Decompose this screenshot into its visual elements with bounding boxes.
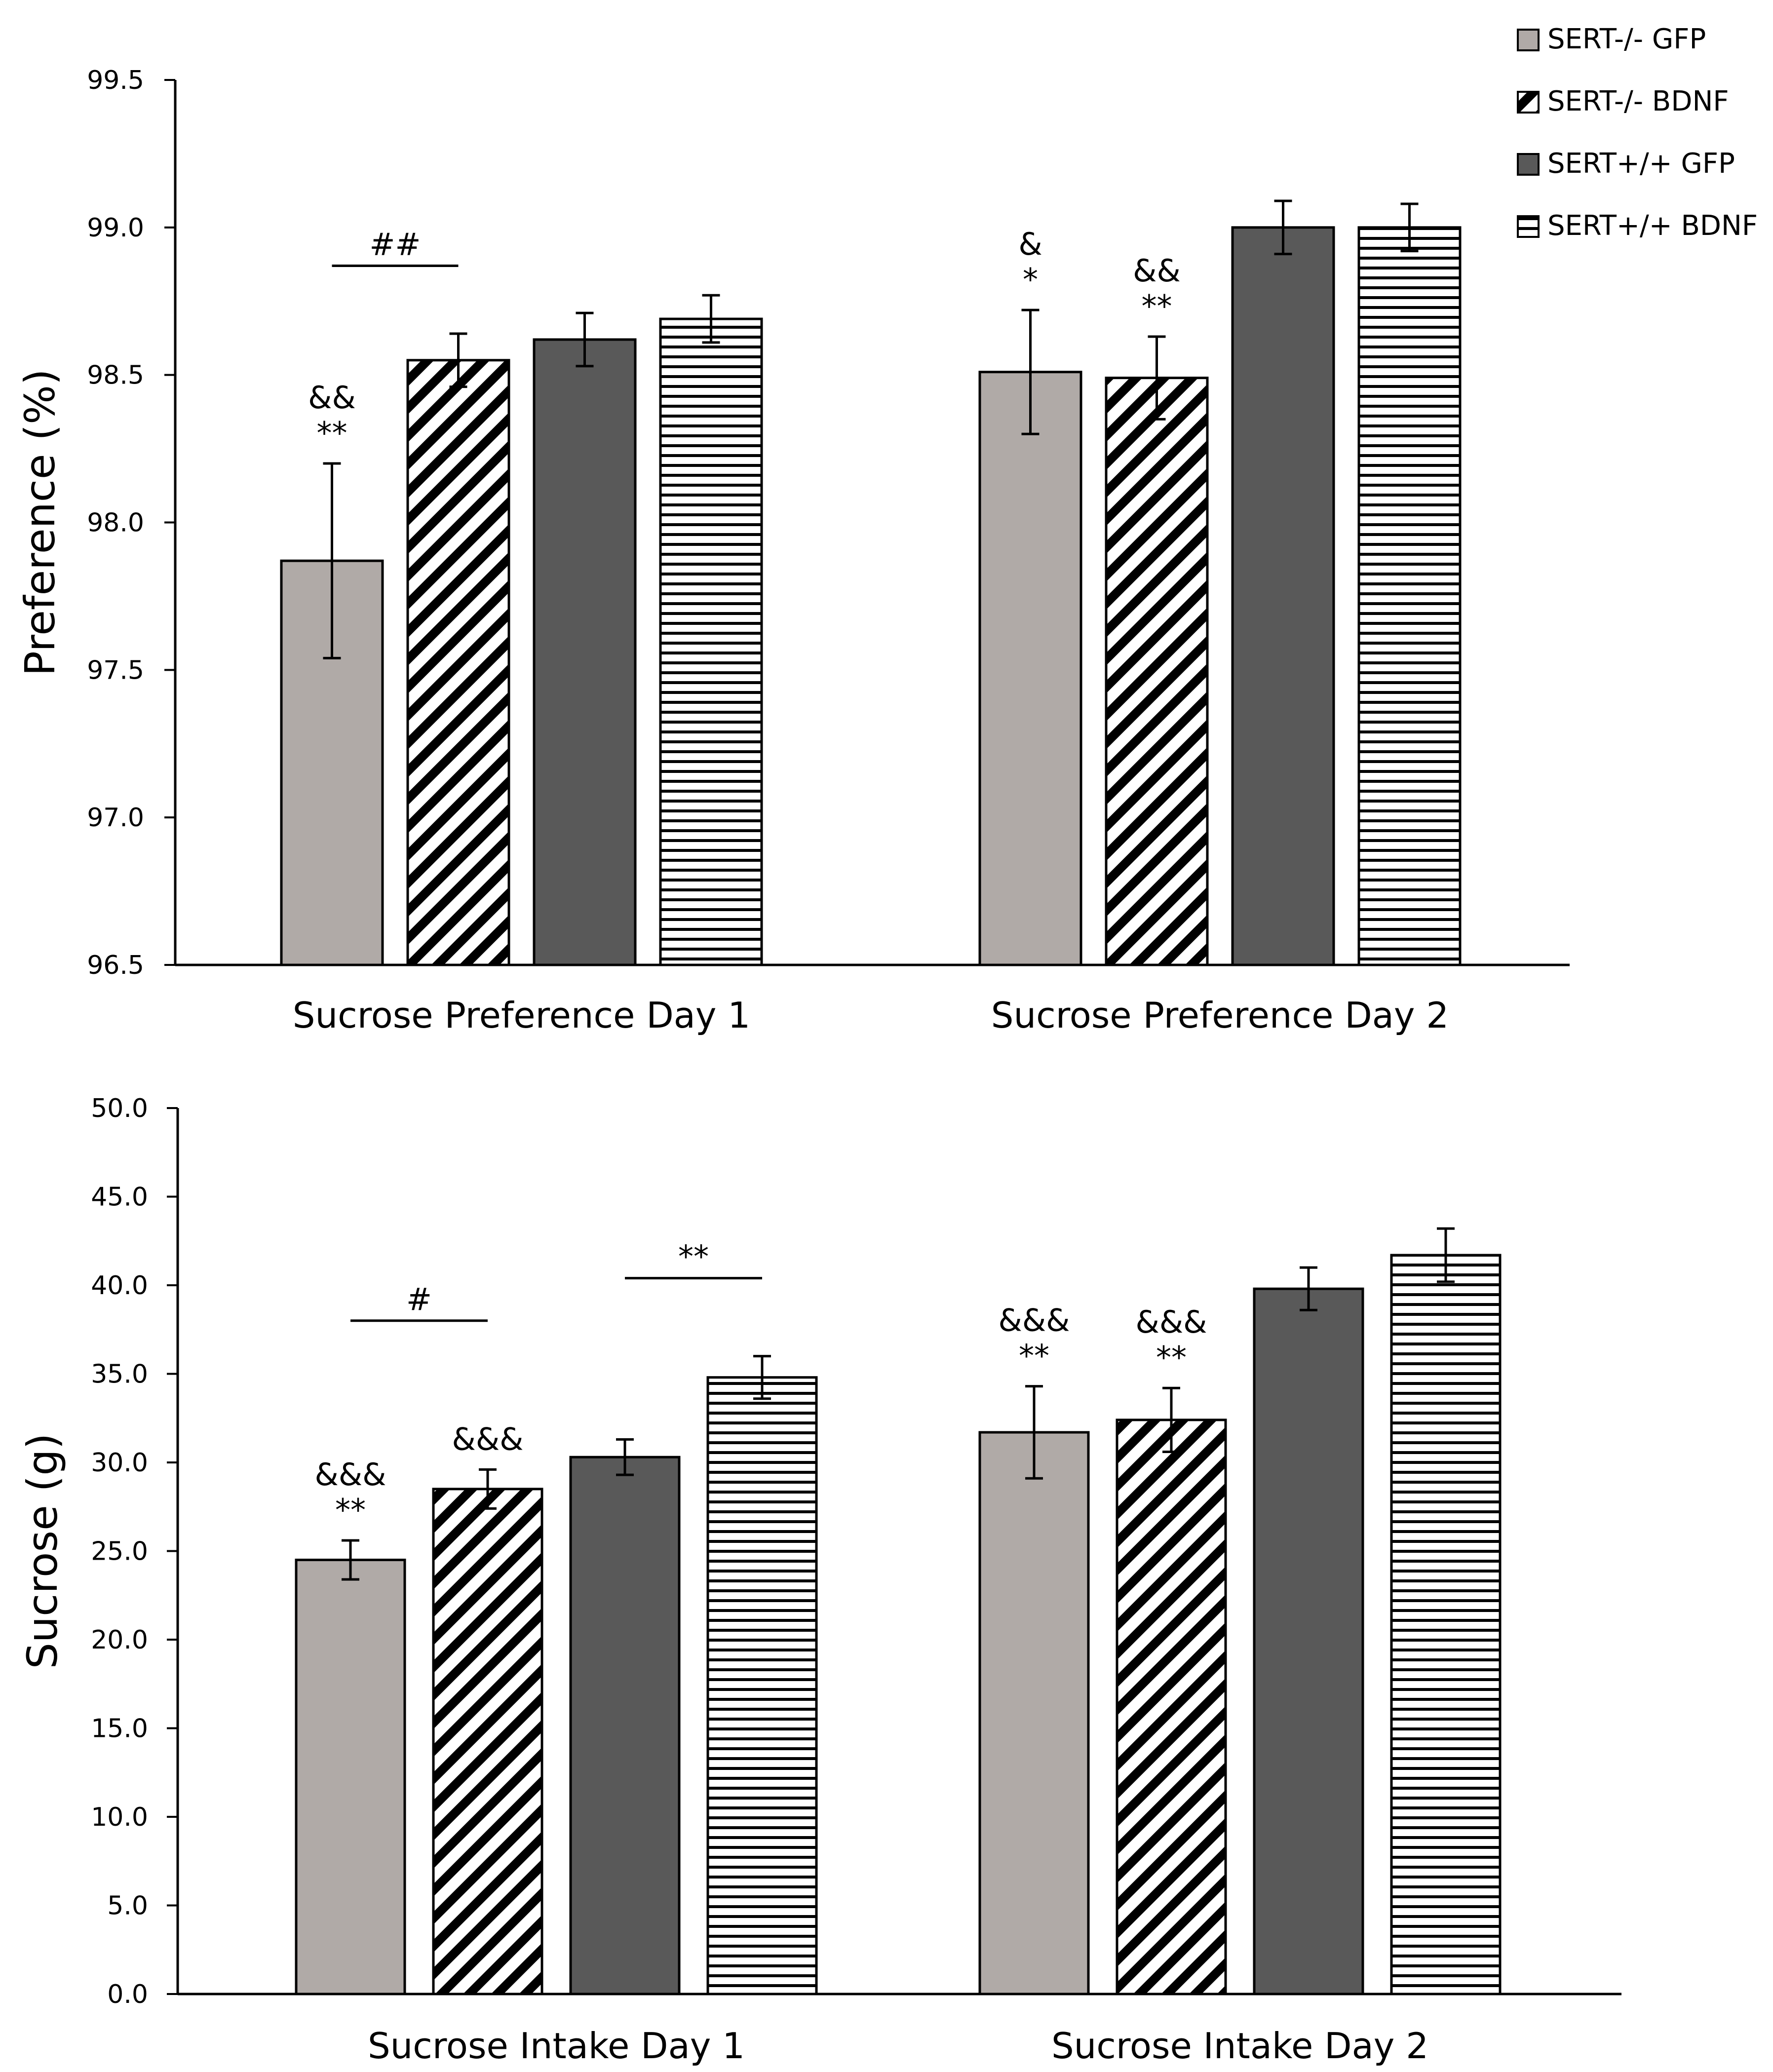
legend-item: SERT-/- GFP: [1517, 23, 1706, 55]
legend-label: SERT+/+ GFP: [1547, 148, 1735, 180]
bar: [1357, 226, 1462, 966]
significance-marker: **: [335, 1492, 366, 1528]
legend-swatch: [1517, 153, 1540, 176]
y-axis-label: Sucrose (g): [18, 1433, 67, 1669]
significance-marker: **: [1142, 288, 1172, 324]
chart-sucrose-preference: 96.5 97.0 97.5 98.0 98.5 99.0 99.5 Preference (…: [16, 66, 1570, 1036]
error-bar: [1274, 199, 1292, 256]
y-tick-label: 20.0: [91, 1625, 148, 1655]
error-bar: [342, 1539, 359, 1581]
legend-item: SERT+/+ GFP: [1517, 148, 1735, 180]
category-label: Sucrose Preference Day 2: [991, 995, 1449, 1036]
error-bar: [1025, 1385, 1043, 1480]
error-bar: [1437, 1227, 1455, 1283]
error-bar: [576, 311, 594, 368]
error-bar: [1400, 202, 1419, 253]
legend-label: SERT-/- BDNF: [1547, 85, 1729, 117]
error-bar: [1162, 1386, 1180, 1453]
significance-marker: &&&: [998, 1303, 1070, 1339]
y-tick-label: 40.0: [91, 1271, 148, 1301]
y-tick-label: 97.0: [87, 803, 144, 833]
bar: [659, 317, 763, 966]
bar: [978, 1431, 1090, 1995]
error-bar: [323, 462, 341, 659]
chart-sucrose-intake: 0.0 5.0 10.0 15.0 20.0 25.0 30.0 35.0 40.0 45.0 50…: [18, 1094, 1621, 2067]
legend-label: SERT+/+ BDNF: [1547, 210, 1758, 242]
y-tick-label: 25.0: [91, 1537, 148, 1567]
error-bar: [1021, 308, 1040, 435]
error-bar: [1148, 335, 1166, 421]
y-tick-label: 50.0: [91, 1094, 148, 1123]
significance-marker: *: [1023, 262, 1038, 298]
y-tick-label: 97.5: [87, 655, 144, 685]
y-tick-label: 96.5: [87, 951, 144, 980]
legend-item: SERT+/+ BDNF: [1517, 210, 1758, 242]
bar: [295, 1558, 406, 1995]
significance-marker: &: [1018, 226, 1042, 262]
significance-marker: **: [1019, 1338, 1049, 1374]
y-tick-label: 98.0: [87, 508, 144, 538]
y-axis-label: Preference (%): [16, 369, 64, 676]
bar: [978, 371, 1082, 966]
bar: [1116, 1419, 1227, 1995]
y-tick-label: 45.0: [91, 1183, 148, 1212]
y-tick-label: 15.0: [91, 1714, 148, 1744]
error-bar: [1300, 1266, 1317, 1311]
comparison-label: #: [406, 1281, 432, 1317]
bar: [569, 1456, 681, 1995]
bar: [432, 1488, 543, 1995]
significance-marker: &&&: [1135, 1304, 1207, 1340]
comparison-label: ##: [370, 227, 421, 263]
category-label: Sucrose Preference Day 1: [293, 995, 750, 1036]
error-bar: [753, 1355, 771, 1400]
legend-swatch: [1517, 91, 1540, 114]
category-label: Sucrose Intake Day 2: [1051, 2025, 1428, 2067]
category-label: Sucrose Intake Day 1: [368, 2025, 745, 2067]
bar: [1105, 377, 1209, 966]
bar: [533, 338, 637, 966]
legend: SERT-/- GFP SERT-/- BDNF SERT+/+ GFP SERT+/…: [1517, 23, 1758, 242]
legend-label: SERT-/- GFP: [1547, 23, 1706, 55]
significance-marker: &&&: [452, 1421, 523, 1457]
legend-swatch: [1517, 29, 1540, 51]
bar: [1231, 226, 1335, 966]
y-tick-label: 30.0: [91, 1448, 148, 1478]
legend-swatch: [1517, 215, 1540, 238]
bar: [1390, 1254, 1502, 1995]
comparison-label: **: [678, 1239, 709, 1275]
significance-marker: &&: [1133, 253, 1181, 289]
error-bar: [449, 332, 467, 388]
y-tick-label: 99.0: [87, 213, 144, 243]
y-tick-label: 5.0: [107, 1891, 148, 1921]
significance-marker: **: [1156, 1340, 1187, 1376]
significance-marker: &&&: [314, 1457, 386, 1493]
y-tick-label: 0.0: [107, 1980, 148, 2009]
error-bar: [702, 294, 720, 344]
significance-marker: **: [317, 415, 347, 451]
significance-marker: &&: [308, 380, 356, 416]
error-bar: [616, 1438, 634, 1476]
y-tick-label: 99.5: [87, 66, 144, 95]
bar: [706, 1376, 818, 1995]
bar: [1253, 1287, 1364, 1995]
bar: [406, 359, 510, 966]
error-bar: [479, 1468, 497, 1510]
legend-item: SERT-/- BDNF: [1517, 85, 1729, 117]
y-tick-label: 10.0: [91, 1803, 148, 1832]
y-tick-label: 35.0: [91, 1360, 148, 1389]
y-tick-label: 98.5: [87, 361, 144, 390]
